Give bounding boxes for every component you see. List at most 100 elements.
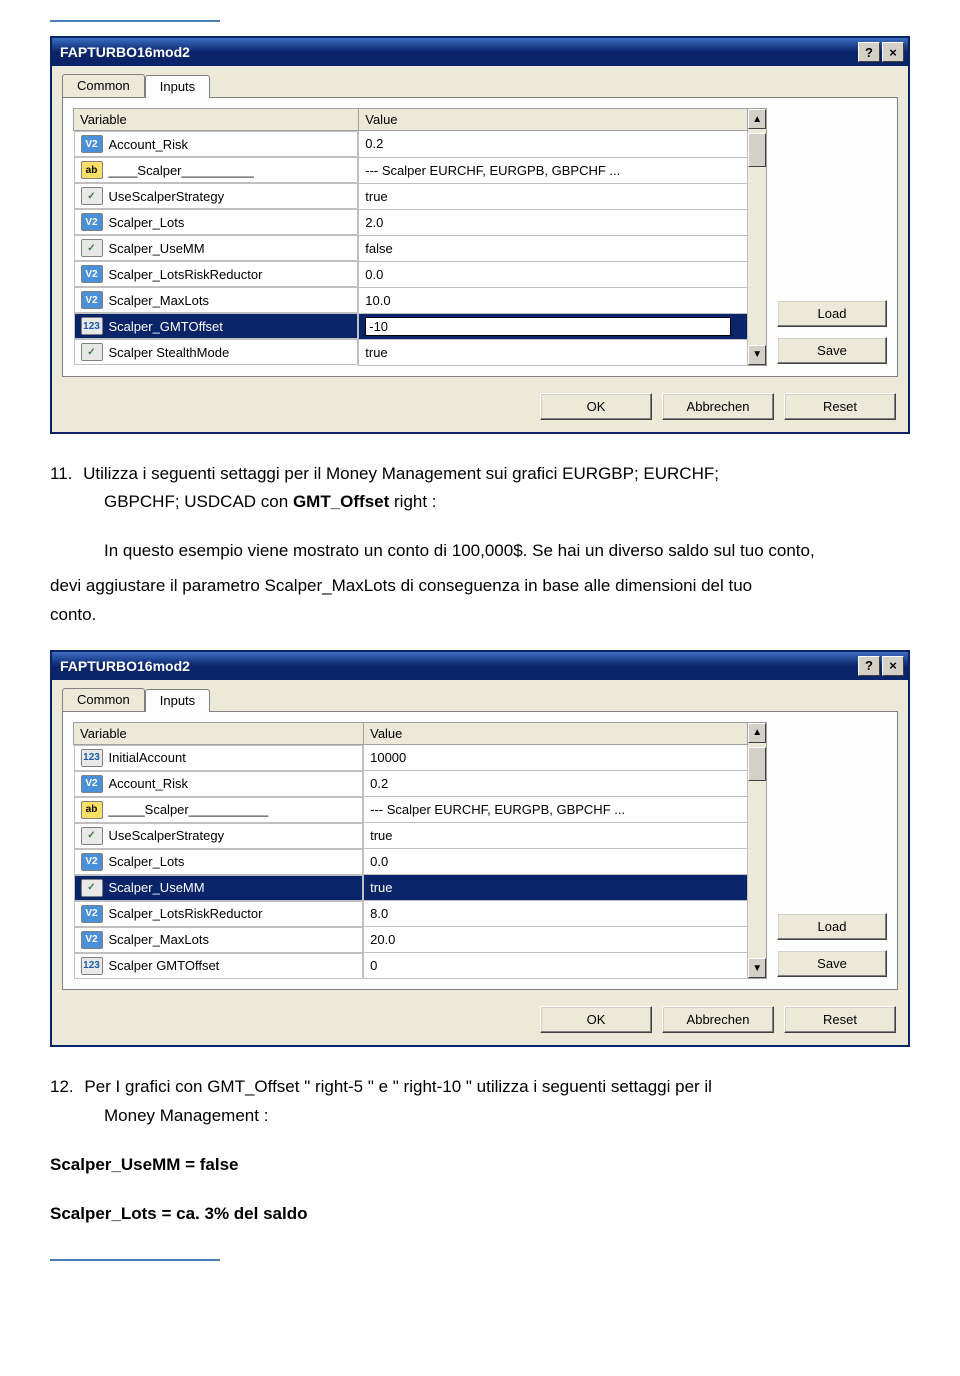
table-row[interactable]: ✓Scalper StealthModetrue xyxy=(74,339,748,365)
value-cell[interactable]: 0.0 xyxy=(359,261,748,287)
properties-table[interactable]: Variable Value 123InitialAccount10000V2A… xyxy=(73,722,748,980)
table-row[interactable]: ab_____Scalper___________--- Scalper EUR… xyxy=(74,797,748,823)
scroll-track[interactable] xyxy=(748,743,766,959)
scroll-up-button[interactable]: ▲ xyxy=(748,109,766,129)
value-cell[interactable]: --- Scalper EURCHF, EURGPB, GBPCHF ... xyxy=(364,797,748,823)
tab-inputs[interactable]: Inputs xyxy=(145,689,210,712)
type-badge-icon: V2 xyxy=(81,853,103,871)
cancel-button[interactable]: Abbrechen xyxy=(662,1006,774,1033)
load-button[interactable]: Load xyxy=(777,913,887,940)
cancel-button[interactable]: Abbrechen xyxy=(662,393,774,420)
value-cell[interactable]: 10000 xyxy=(364,744,748,771)
col-variable[interactable]: Variable xyxy=(74,722,364,744)
scroll-track[interactable] xyxy=(748,129,766,345)
reset-button[interactable]: Reset xyxy=(784,393,896,420)
variable-cell[interactable]: V2Scalper_Lots xyxy=(74,849,364,875)
table-row[interactable]: V2Scalper_LotsRiskReductor8.0 xyxy=(74,901,748,927)
value-cell[interactable]: 2.0 xyxy=(359,209,748,235)
table-row[interactable]: V2Account_Risk0.2 xyxy=(74,131,748,158)
variable-cell[interactable]: ✓ Scalper_UseMM xyxy=(74,235,359,261)
value-input[interactable] xyxy=(365,317,730,336)
variable-cell[interactable]: 123Scalper GMTOffset xyxy=(74,953,364,979)
tab-common[interactable]: Common xyxy=(62,688,145,711)
close-button[interactable]: × xyxy=(882,656,904,676)
load-button[interactable]: Load xyxy=(777,300,887,327)
variable-cell[interactable]: 123Scalper_GMTOffset xyxy=(74,313,359,339)
scroll-down-button[interactable]: ▼ xyxy=(748,958,766,978)
table-row[interactable]: V2Scalper_MaxLots20.0 xyxy=(74,927,748,953)
variable-name: Scalper_UseMM xyxy=(109,241,205,256)
table-row[interactable]: V2Scalper_LotsRiskReductor0.0 xyxy=(74,261,748,287)
value-cell[interactable]: --- Scalper EURCHF, EURGPB, GBPCHF ... xyxy=(359,157,748,183)
variable-cell[interactable]: V2Scalper_LotsRiskReductor xyxy=(74,261,359,287)
variable-cell[interactable]: V2Scalper_MaxLots xyxy=(74,927,364,953)
variable-cell[interactable]: ab_____Scalper___________ xyxy=(74,797,364,823)
ok-button[interactable]: OK xyxy=(540,1006,652,1033)
table-row[interactable]: ✓UseScalperStrategytrue xyxy=(74,823,748,849)
col-variable[interactable]: Variable xyxy=(74,109,359,131)
type-badge-icon: ✓ xyxy=(81,187,103,205)
scroll-down-button[interactable]: ▼ xyxy=(748,345,766,365)
variable-cell[interactable]: V2Account_Risk xyxy=(74,771,364,797)
col-value[interactable]: Value xyxy=(359,109,748,131)
table-row[interactable]: V2Scalper_Lots0.0 xyxy=(74,849,748,875)
table-row[interactable]: ✓ Scalper_UseMM false xyxy=(74,235,748,261)
type-badge-icon: ✓ xyxy=(81,239,103,257)
table-row[interactable]: 123InitialAccount10000 xyxy=(74,744,748,771)
variable-cell[interactable]: ✓UseScalperStrategy xyxy=(74,183,359,209)
vertical-scrollbar[interactable]: ▲ ▼ xyxy=(748,108,767,366)
titlebar[interactable]: FAPTURBO16mod2 ? × xyxy=(52,652,908,680)
variable-cell[interactable]: V2Scalper_Lots xyxy=(74,209,359,235)
table-row[interactable]: ab____Scalper__________--- Scalper EURCH… xyxy=(74,157,748,183)
col-value[interactable]: Value xyxy=(364,722,748,744)
close-button[interactable]: × xyxy=(882,42,904,62)
value-cell[interactable]: 0.2 xyxy=(359,131,748,158)
variable-cell[interactable]: ✓Scalper_UseMM xyxy=(74,875,364,901)
scroll-up-button[interactable]: ▲ xyxy=(748,723,766,743)
save-button[interactable]: Save xyxy=(777,950,887,977)
variable-cell[interactable]: 123InitialAccount xyxy=(74,745,364,771)
scroll-thumb[interactable] xyxy=(748,133,766,167)
variable-cell[interactable]: V2Scalper_MaxLots xyxy=(74,287,359,313)
help-button[interactable]: ? xyxy=(858,42,880,62)
variable-cell[interactable]: ✓UseScalperStrategy xyxy=(74,823,364,849)
value-cell[interactable]: true xyxy=(359,183,748,209)
reset-button[interactable]: Reset xyxy=(784,1006,896,1033)
table-row[interactable]: ✓Scalper_UseMMtrue xyxy=(74,875,748,901)
titlebar[interactable]: FAPTURBO16mod2 ? × xyxy=(52,38,908,66)
value-cell[interactable]: 10.0 xyxy=(359,287,748,313)
variable-cell[interactable]: ab____Scalper__________ xyxy=(74,157,359,183)
text-line: Utilizza i seguenti settaggi per il Mone… xyxy=(83,464,719,483)
type-badge-icon: ab xyxy=(81,161,103,179)
variable-name: Scalper_Lots xyxy=(109,215,185,230)
tab-common[interactable]: Common xyxy=(62,74,145,97)
window-title: FAPTURBO16mod2 xyxy=(60,658,856,674)
properties-table[interactable]: Variable Value V2Account_Risk0.2ab____Sc… xyxy=(73,108,748,366)
table-row[interactable]: V2Account_Risk0.2 xyxy=(74,771,748,797)
help-button[interactable]: ? xyxy=(858,656,880,676)
value-cell[interactable]: true xyxy=(364,823,748,849)
scroll-thumb[interactable] xyxy=(748,747,766,781)
variable-cell[interactable]: V2Account_Risk xyxy=(74,131,359,157)
value-cell[interactable]: true xyxy=(359,339,748,365)
ok-button[interactable]: OK xyxy=(540,393,652,420)
table-row[interactable]: V2Scalper_MaxLots10.0 xyxy=(74,287,748,313)
dialog-2: FAPTURBO16mod2 ? × Common Inputs Variabl… xyxy=(50,650,910,1048)
table-row[interactable]: 123Scalper_GMTOffset xyxy=(74,313,748,339)
value-cell[interactable]: true xyxy=(364,875,748,901)
value-cell[interactable]: 0.2 xyxy=(364,771,748,797)
table-row[interactable]: V2Scalper_Lots2.0 xyxy=(74,209,748,235)
table-row[interactable]: 123Scalper GMTOffset0 xyxy=(74,953,748,979)
value-cell[interactable]: 0.0 xyxy=(364,849,748,875)
variable-cell[interactable]: V2Scalper_LotsRiskReductor xyxy=(74,901,364,927)
table-row[interactable]: ✓UseScalperStrategytrue xyxy=(74,183,748,209)
value-cell[interactable]: false xyxy=(359,235,748,261)
save-button[interactable]: Save xyxy=(777,337,887,364)
vertical-scrollbar[interactable]: ▲ ▼ xyxy=(748,722,767,980)
value-cell[interactable] xyxy=(359,313,748,339)
variable-cell[interactable]: ✓Scalper StealthMode xyxy=(74,339,359,365)
value-cell[interactable]: 8.0 xyxy=(364,901,748,927)
value-cell[interactable]: 20.0 xyxy=(364,927,748,953)
value-cell[interactable]: 0 xyxy=(364,953,748,979)
tab-inputs[interactable]: Inputs xyxy=(145,75,210,98)
